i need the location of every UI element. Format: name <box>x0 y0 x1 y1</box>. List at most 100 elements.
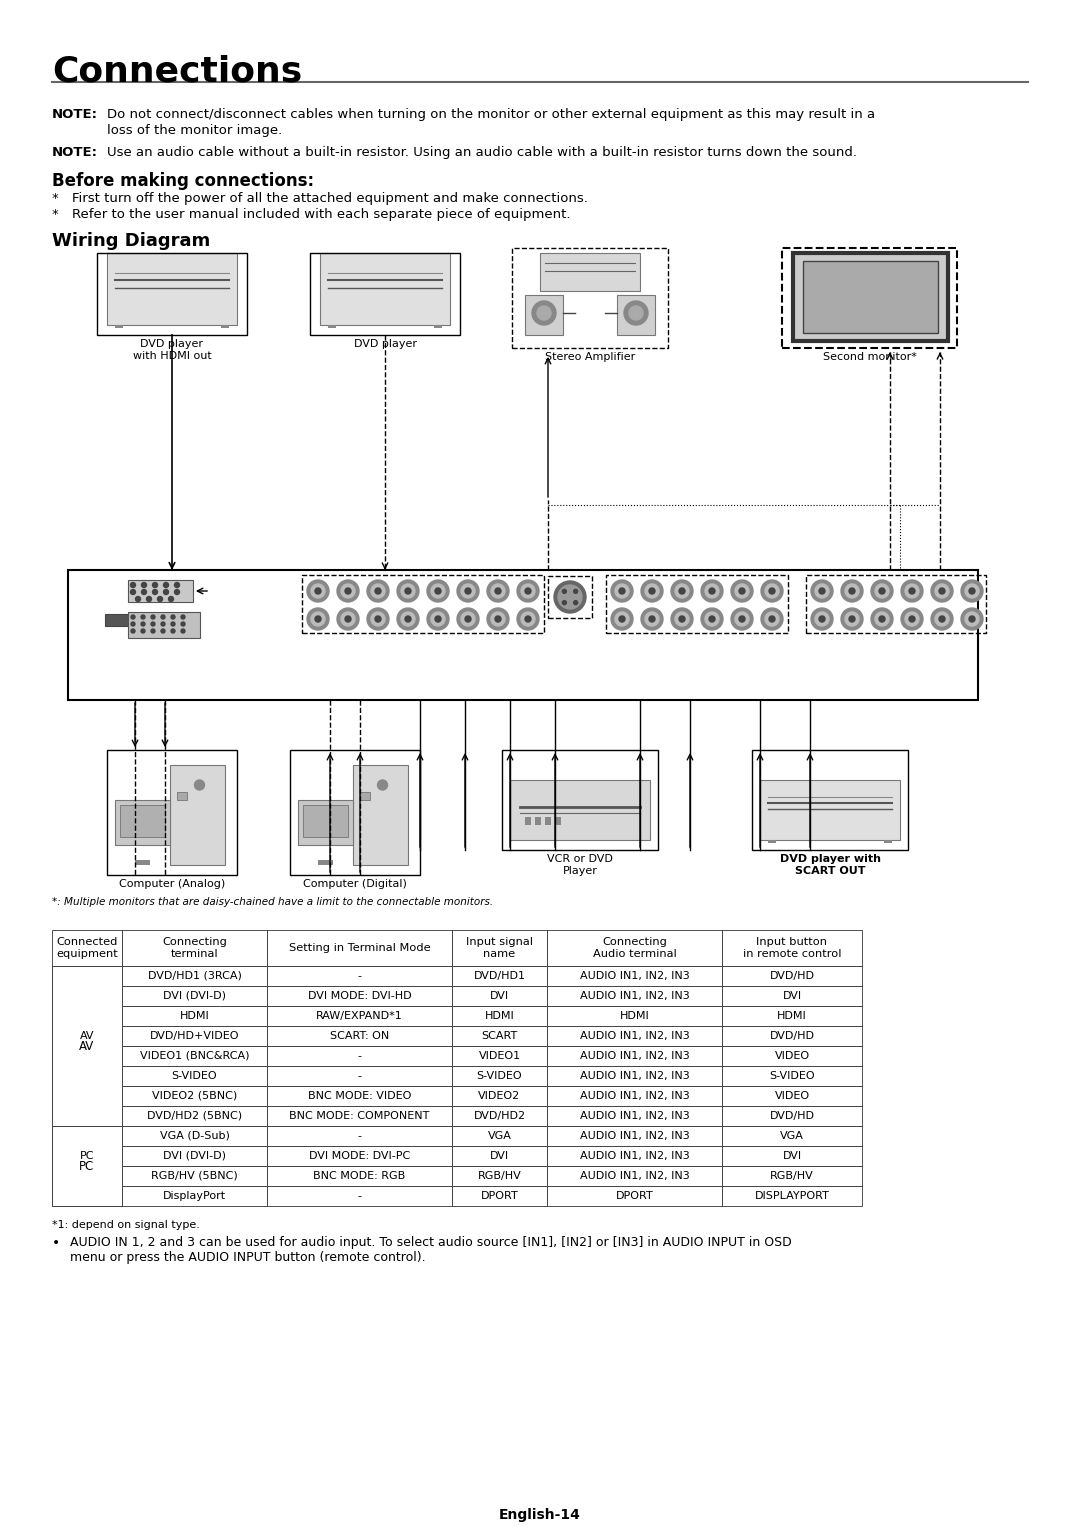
Circle shape <box>645 584 659 597</box>
Circle shape <box>875 613 889 626</box>
Circle shape <box>966 584 978 597</box>
Circle shape <box>181 630 185 633</box>
Circle shape <box>815 613 829 626</box>
Text: NOTE:: NOTE: <box>52 108 98 121</box>
Circle shape <box>315 616 321 622</box>
Circle shape <box>367 581 389 602</box>
Circle shape <box>708 588 715 594</box>
Bar <box>122 1166 267 1186</box>
Bar <box>320 254 450 325</box>
Text: AV: AV <box>80 1031 94 1041</box>
Circle shape <box>819 616 825 622</box>
Circle shape <box>845 613 859 626</box>
Bar <box>723 1186 862 1206</box>
Bar <box>105 614 143 626</box>
Circle shape <box>461 613 475 626</box>
Circle shape <box>849 588 855 594</box>
Text: DVD player: DVD player <box>353 339 417 348</box>
Text: VGA: VGA <box>487 1131 512 1141</box>
Bar <box>512 248 669 348</box>
Circle shape <box>517 608 539 630</box>
Circle shape <box>901 581 923 602</box>
Bar <box>107 750 237 876</box>
Bar <box>318 860 333 865</box>
Text: SCART: ON: SCART: ON <box>329 1031 389 1041</box>
Circle shape <box>521 584 535 597</box>
Circle shape <box>131 622 135 626</box>
Circle shape <box>532 301 556 325</box>
Circle shape <box>739 588 745 594</box>
Bar <box>267 1067 453 1086</box>
Circle shape <box>397 581 419 602</box>
Circle shape <box>457 608 480 630</box>
Bar <box>453 1106 546 1126</box>
Circle shape <box>405 616 411 622</box>
Circle shape <box>161 630 165 633</box>
Circle shape <box>875 584 889 597</box>
Bar <box>546 986 723 1005</box>
Circle shape <box>427 608 449 630</box>
Circle shape <box>731 581 753 602</box>
Bar <box>52 931 122 966</box>
Text: SCART: SCART <box>482 1031 517 1041</box>
Bar <box>52 1106 122 1126</box>
Circle shape <box>961 581 983 602</box>
Bar <box>723 1086 862 1106</box>
Circle shape <box>151 614 156 619</box>
Circle shape <box>401 613 415 626</box>
Text: Refer to the user manual included with each separate piece of equipment.: Refer to the user manual included with e… <box>72 208 570 222</box>
Circle shape <box>168 596 174 602</box>
Text: *: * <box>52 208 58 222</box>
Text: PC: PC <box>80 1151 94 1161</box>
Bar <box>302 575 544 633</box>
Text: RGB/HV: RGB/HV <box>477 1170 522 1181</box>
Bar <box>723 966 862 986</box>
Bar <box>107 254 237 325</box>
Text: HDMI: HDMI <box>778 1012 807 1021</box>
Circle shape <box>939 616 945 622</box>
Bar <box>52 1005 122 1025</box>
Circle shape <box>554 581 586 613</box>
Circle shape <box>461 584 475 597</box>
Circle shape <box>901 608 923 630</box>
Circle shape <box>731 608 753 630</box>
Text: VIDEO1 (BNC&RCA): VIDEO1 (BNC&RCA) <box>139 1051 249 1060</box>
Circle shape <box>909 588 915 594</box>
Text: AUDIO IN1, IN2, IN3: AUDIO IN1, IN2, IN3 <box>580 992 689 1001</box>
Circle shape <box>151 630 156 633</box>
Text: AUDIO IN1, IN2, IN3: AUDIO IN1, IN2, IN3 <box>580 1170 689 1181</box>
Bar <box>546 931 723 966</box>
Text: DVD/HD: DVD/HD <box>769 1111 814 1122</box>
Text: Connecting
terminal: Connecting terminal <box>162 937 227 958</box>
Text: VCR or DVD
Player: VCR or DVD Player <box>548 854 613 876</box>
Circle shape <box>131 582 135 587</box>
Text: -: - <box>357 970 362 981</box>
Bar <box>723 1166 862 1186</box>
Bar <box>297 801 352 845</box>
Circle shape <box>739 616 745 622</box>
Text: DPORT: DPORT <box>481 1190 518 1201</box>
Text: *: * <box>52 193 58 205</box>
Text: VIDEO2 (5BNC): VIDEO2 (5BNC) <box>152 1091 238 1102</box>
Circle shape <box>194 779 204 790</box>
Text: VIDEO2: VIDEO2 <box>478 1091 521 1102</box>
Bar <box>453 1186 546 1206</box>
Circle shape <box>175 590 179 594</box>
Circle shape <box>372 613 384 626</box>
Circle shape <box>375 616 381 622</box>
Circle shape <box>769 616 775 622</box>
Bar <box>52 1067 122 1086</box>
Circle shape <box>841 608 863 630</box>
Text: •: • <box>52 1236 60 1250</box>
Circle shape <box>311 584 325 597</box>
Circle shape <box>397 608 419 630</box>
Circle shape <box>491 584 505 597</box>
Circle shape <box>147 596 151 602</box>
Text: HDMI: HDMI <box>620 1012 649 1021</box>
Bar <box>310 254 460 335</box>
Circle shape <box>435 616 441 622</box>
Bar <box>782 248 957 348</box>
Text: DVD/HD2: DVD/HD2 <box>473 1111 526 1122</box>
Bar <box>122 1106 267 1126</box>
Circle shape <box>629 306 643 319</box>
